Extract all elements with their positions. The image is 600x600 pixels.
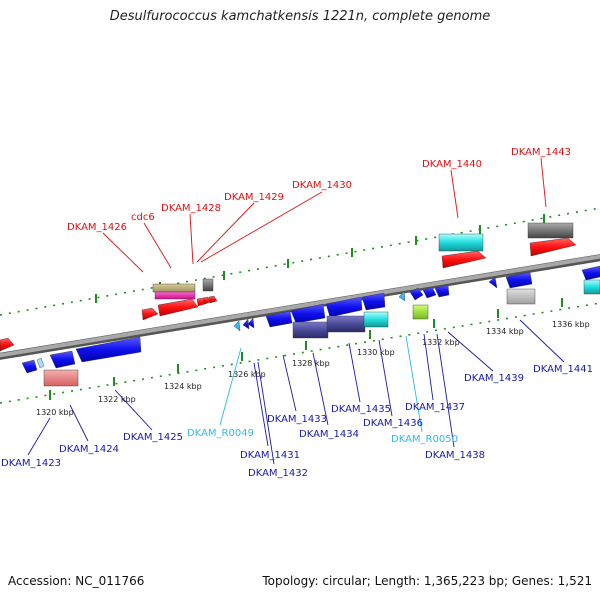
tick-label-1332: 1332 kbp bbox=[422, 338, 460, 347]
label-dkam-1424: DKAM_1424 bbox=[59, 444, 119, 455]
rna-r0049 bbox=[233, 320, 241, 332]
gene-dkam-1434 bbox=[290, 303, 326, 324]
tick-label-1334: 1334 kbp bbox=[486, 327, 524, 336]
gene-cdc6 bbox=[157, 298, 199, 317]
gene-pink-block bbox=[43, 369, 79, 387]
label-dkam-1438: DKAM_1438 bbox=[425, 450, 485, 461]
upper-leader-lines bbox=[102, 157, 547, 273]
gene-grey-small bbox=[202, 278, 214, 292]
gene-cyan-edge bbox=[583, 279, 600, 295]
upper-gene-labels: DKAM_1426 cdc6 DKAM_1428 DKAM_1429 DKAM_… bbox=[67, 147, 571, 233]
label-dkam-1428: DKAM_1428 bbox=[161, 203, 221, 214]
rna-magenta-block bbox=[154, 291, 196, 300]
genome-backbone bbox=[0, 254, 600, 360]
lower-leader-lines bbox=[27, 319, 565, 465]
rna-r0050 bbox=[398, 290, 406, 302]
gene-dkam-1424a bbox=[36, 357, 45, 369]
gene-cyan-block bbox=[363, 311, 389, 328]
label-dkam-1430: DKAM_1430 bbox=[292, 180, 352, 191]
label-dkam-1434: DKAM_1434 bbox=[299, 429, 359, 440]
gene-dkam-1442 bbox=[581, 265, 600, 281]
topology-text: Topology: circular; Length: 1,365,223 bp… bbox=[262, 574, 592, 588]
label-dkam-1431: DKAM_1431 bbox=[240, 450, 300, 461]
label-dkam-1436: DKAM_1436 bbox=[363, 418, 423, 429]
gene-dkam-1423 bbox=[21, 359, 38, 374]
gene-dkam-1430 bbox=[208, 295, 218, 304]
label-dkam-1440: DKAM_1440 bbox=[422, 159, 482, 170]
gene-dkam-1440-cyan bbox=[438, 233, 484, 252]
gene-lime-block bbox=[412, 304, 429, 320]
label-dkam-r0050: DKAM_R0050 bbox=[391, 434, 458, 445]
scale-tick-labels: 1320 kbp 1322 kbp 1324 kbp 1326 kbp 1328… bbox=[36, 320, 590, 417]
gene-dkam-1441 bbox=[505, 271, 533, 289]
reverse-features bbox=[21, 265, 600, 387]
tick-label-1322: 1322 kbp bbox=[98, 395, 136, 404]
label-dkam-1432: DKAM_1432 bbox=[248, 468, 308, 479]
lower-gene-labels: DKAM_1423 DKAM_1424 DKAM_1425 DKAM_R0049… bbox=[1, 364, 593, 479]
label-dkam-1426: DKAM_1426 bbox=[67, 222, 127, 233]
label-dkam-1443: DKAM_1443 bbox=[511, 147, 571, 158]
map-title: Desulfurococcus kamchatkensis 1221n, com… bbox=[109, 9, 491, 24]
tick-label-1330: 1330 kbp bbox=[357, 348, 395, 357]
gene-dkam-1438 bbox=[434, 284, 450, 298]
gene-dkam-1433 bbox=[265, 310, 293, 328]
gene-dkam-1435 bbox=[325, 296, 363, 318]
label-cdc6: cdc6 bbox=[131, 212, 155, 223]
rna-khaki-block bbox=[152, 283, 196, 293]
label-dkam-1441: DKAM_1441 bbox=[533, 364, 593, 375]
gene-dkam-1436 bbox=[361, 292, 386, 311]
gene-dkam-1438a bbox=[422, 286, 437, 299]
gene-dkam-1439 bbox=[488, 276, 498, 289]
label-dkam-1423: DKAM_1423 bbox=[1, 458, 61, 469]
forward-features bbox=[0, 222, 600, 352]
gene-navy-1 bbox=[292, 321, 329, 339]
tick-label-1326: 1326 kbp bbox=[228, 370, 266, 379]
gene-navy-2 bbox=[326, 315, 366, 333]
gene-dkam-1426 bbox=[141, 307, 159, 321]
gene-dkam-1425 bbox=[75, 336, 142, 363]
label-dkam-1439: DKAM_1439 bbox=[464, 373, 524, 384]
gene-dkam-1437 bbox=[409, 287, 424, 301]
gene-dkam-1440 bbox=[441, 250, 487, 269]
gene-dkam-1432 bbox=[247, 317, 255, 329]
gene-dkam-1422 bbox=[0, 337, 15, 352]
tick-label-1328: 1328 kbp bbox=[292, 359, 330, 368]
tick-label-1320: 1320 kbp bbox=[36, 408, 74, 417]
label-dkam-1437: DKAM_1437 bbox=[405, 402, 465, 413]
label-dkam-1425: DKAM_1425 bbox=[123, 432, 183, 443]
tick-label-1336: 1336 kbp bbox=[552, 320, 590, 329]
gene-dkam-1443 bbox=[529, 237, 577, 257]
label-dkam-r0049: DKAM_R0049 bbox=[187, 428, 254, 439]
tick-label-1324: 1324 kbp bbox=[164, 382, 202, 391]
gene-dkam-1424 bbox=[49, 350, 76, 369]
gene-silver-block bbox=[506, 288, 536, 305]
label-dkam-1435: DKAM_1435 bbox=[331, 404, 391, 415]
label-dkam-1433: DKAM_1433 bbox=[267, 414, 327, 425]
label-dkam-1429: DKAM_1429 bbox=[224, 192, 284, 203]
gene-dkam-1443-grey bbox=[527, 222, 574, 239]
accession-text: Accession: NC_011766 bbox=[8, 574, 145, 588]
